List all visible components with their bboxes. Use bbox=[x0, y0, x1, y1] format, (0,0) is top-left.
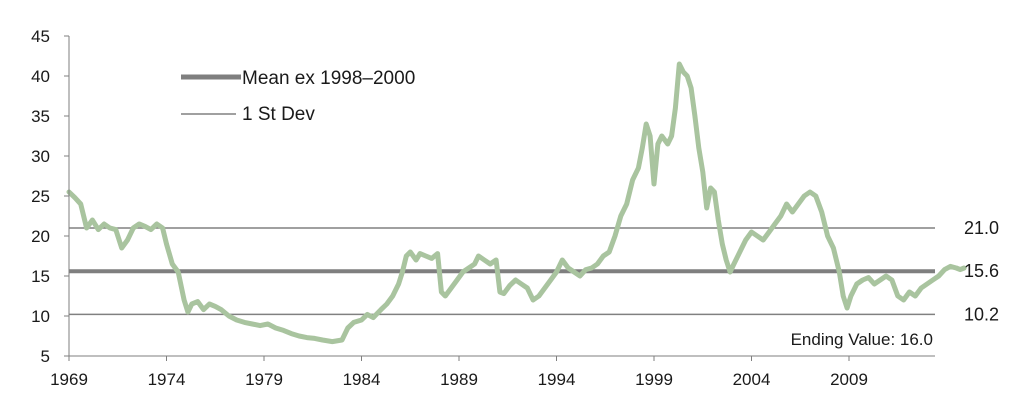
x-tick-label: 1989 bbox=[440, 370, 478, 389]
legend: Mean ex 1998–2000 1 St Dev bbox=[181, 68, 415, 125]
reference-lines bbox=[69, 227, 935, 316]
x-axis-ticks: 1969 1974 1979 1984 1989 1994 1999 2004 2009 bbox=[50, 356, 868, 389]
x-tick-label: 1999 bbox=[635, 370, 673, 389]
x-tick-label: 1979 bbox=[245, 370, 283, 389]
reference-line-labels: 15.6 21.0 10.2 bbox=[964, 218, 999, 324]
x-tick-label: 2004 bbox=[733, 370, 771, 389]
x-tick-label: 1984 bbox=[343, 370, 381, 389]
x-tick-label: 2009 bbox=[830, 370, 868, 389]
legend-label-stdev: 1 St Dev bbox=[242, 104, 315, 125]
y-tick-label: 20 bbox=[31, 227, 50, 246]
ending-value-annotation: Ending Value: 16.0 bbox=[791, 330, 933, 349]
y-tick-label: 40 bbox=[31, 67, 50, 86]
x-tick-label: 1974 bbox=[148, 370, 186, 389]
series-layer bbox=[66, 61, 967, 345]
y-tick-label: 45 bbox=[31, 27, 50, 46]
y-axis-ticks: 5 10 15 20 25 30 35 40 45 bbox=[31, 27, 69, 366]
legend-label-mean: Mean ex 1998–2000 bbox=[242, 68, 415, 89]
y-tick-label: 15 bbox=[31, 267, 50, 286]
series-line-0 bbox=[66, 61, 967, 345]
reference-label-mean: 15.6 bbox=[964, 261, 999, 281]
x-tick-label: 1969 bbox=[50, 370, 88, 389]
y-tick-label: 25 bbox=[31, 187, 50, 206]
x-tick-label: 1994 bbox=[538, 370, 576, 389]
y-tick-label: 35 bbox=[31, 107, 50, 126]
y-tick-label: 5 bbox=[41, 347, 50, 366]
reference-label-minus-1-sd: 10.2 bbox=[964, 304, 999, 324]
y-tick-label: 30 bbox=[31, 147, 50, 166]
y-tick-label: 10 bbox=[31, 307, 50, 326]
reference-label-plus-1-sd: 21.0 bbox=[964, 218, 999, 238]
